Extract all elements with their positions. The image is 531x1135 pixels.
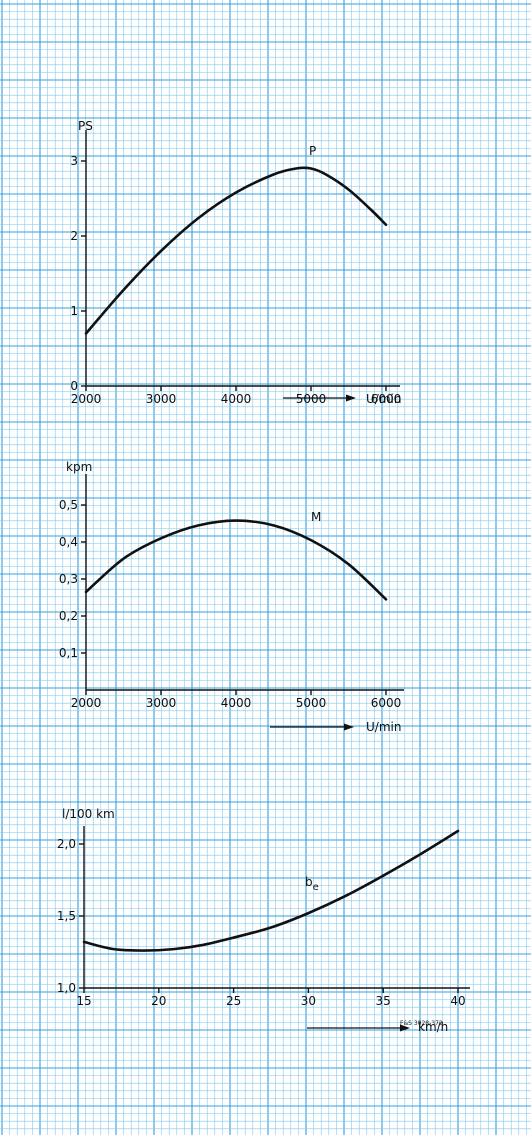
x-tick-label: 3000 (146, 696, 177, 710)
x-axis-title: U/min (366, 720, 401, 734)
x-tick-label: 35 (376, 994, 391, 1008)
x-tick-label: 6000 (371, 392, 402, 406)
x-tick-label: 20 (151, 994, 166, 1008)
x-tick-label: 5000 (296, 696, 327, 710)
y-tick-label: 1,0 (57, 981, 76, 995)
y-tick-label: 0 (70, 379, 78, 393)
x-tick-label: 25 (226, 994, 241, 1008)
x-tick-label: 6000 (371, 696, 402, 710)
x-axis-title: km/h (418, 1020, 448, 1034)
x-axis-title: U/min (366, 392, 401, 406)
series-label-subscript: e (313, 882, 319, 893)
x-tick-label: 4000 (221, 392, 252, 406)
arrow-head (346, 394, 356, 402)
x-tick-label: 3000 (146, 392, 177, 406)
y-axis-title: kpm (66, 460, 92, 474)
y-tick-label: 0,1 (59, 646, 78, 660)
x-tick-label: 5000 (296, 392, 327, 406)
y-tick-label: 0,3 (59, 572, 78, 586)
y-tick-label: 0,4 (59, 535, 78, 549)
series-line (84, 519, 388, 601)
arrow-head (400, 1024, 410, 1032)
y-tick-label: 0,2 (59, 609, 78, 623)
x-tick-label: 40 (450, 994, 465, 1008)
series-label: M (311, 510, 321, 524)
y-tick-label: 1,5 (57, 909, 76, 923)
y-tick-label: 3 (70, 154, 78, 168)
footer-code: F&S 3028-372 (400, 1020, 443, 1027)
series-label: P (309, 144, 316, 158)
x-tick-label: 30 (301, 994, 316, 1008)
y-tick-label: 1 (70, 304, 78, 318)
torque-chart: 0,1 0,2 0,3 0,4 0,5 2000 3000 4000 5000 6000 kpm U/… (59, 460, 404, 734)
y-tick-label: 0,5 (59, 498, 78, 512)
series-line (84, 166, 388, 335)
y-axis-title: PS (78, 119, 93, 133)
series-line (82, 829, 460, 952)
x-tick-label: 2000 (71, 392, 102, 406)
x-tick-label: 15 (76, 994, 91, 1008)
arrow-head (344, 723, 354, 731)
x-tick-label: 2000 (71, 696, 102, 710)
y-axis-title: l/100 km (62, 807, 115, 821)
y-tick-label: 2,0 (57, 837, 76, 851)
y-tick-label: 2 (70, 229, 78, 243)
x-tick-label: 4000 (221, 696, 252, 710)
power-chart: 0 1 2 3 2000 3000 4000 5000 6000 PS U/min P (70, 119, 401, 406)
